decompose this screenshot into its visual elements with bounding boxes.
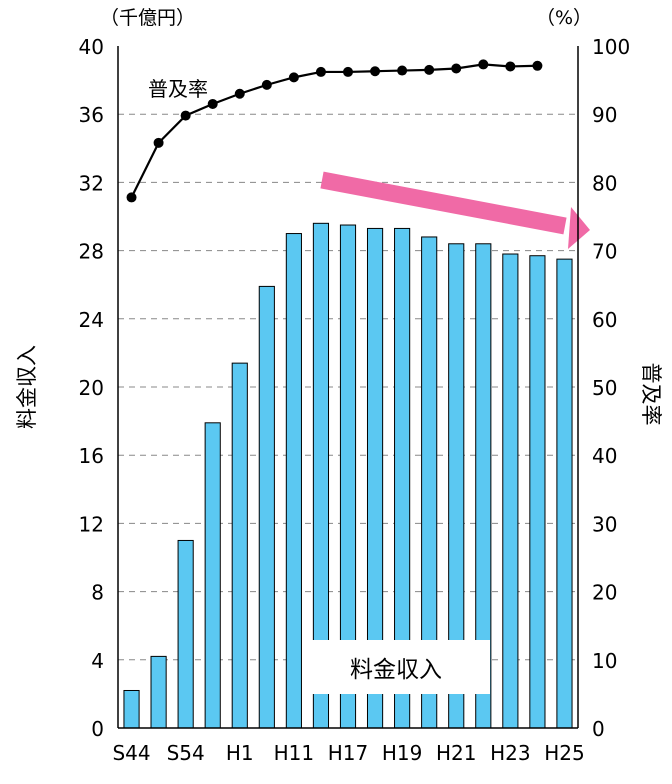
left-tick-label: 0 — [91, 717, 104, 741]
left-tick-label: 4 — [91, 649, 104, 673]
x-tick-label: H17 — [328, 741, 369, 765]
right-tick-label: 20 — [592, 581, 617, 605]
right-tick-label: 50 — [592, 376, 617, 400]
left-tick-label: 20 — [79, 376, 104, 400]
line-point — [505, 61, 516, 72]
left-unit-label: （千億円） — [100, 7, 195, 29]
line-point — [153, 137, 164, 148]
bar-legend-box: 料金収入 — [302, 640, 490, 694]
left-tick-label: 8 — [91, 581, 104, 605]
bar — [231, 362, 248, 729]
x-tick-label: S44 — [112, 741, 150, 765]
line-point — [207, 98, 218, 109]
line-point — [126, 192, 137, 203]
left-tick-label: 32 — [79, 171, 104, 195]
line-series — [126, 59, 543, 203]
x-tick-label: H25 — [544, 741, 585, 765]
right-tick-label: 60 — [592, 308, 617, 332]
right-tick-label: 10 — [592, 649, 617, 673]
bar — [177, 539, 194, 729]
line-series-label: 普及率 — [148, 77, 208, 101]
line-path — [130, 63, 538, 198]
bar-series — [123, 222, 573, 729]
line-point — [478, 59, 489, 70]
left-tick-label: 12 — [79, 512, 104, 536]
line-point — [532, 60, 543, 71]
left-tick-label: 40 — [79, 35, 104, 59]
left-tick-label: 16 — [79, 444, 104, 468]
trend-arrow — [320, 171, 590, 249]
right-tick-label: 30 — [592, 512, 617, 536]
bar — [285, 233, 302, 729]
line-point — [370, 66, 381, 77]
axes — [117, 46, 579, 729]
x-tick-label: H19 — [382, 741, 423, 765]
x-tick-label: H23 — [490, 741, 531, 765]
bar — [529, 255, 546, 729]
x-tick-label: H21 — [436, 741, 477, 765]
line-point — [397, 65, 408, 76]
left-tick-label: 28 — [79, 240, 104, 264]
bar — [204, 422, 221, 729]
line-point — [180, 110, 191, 121]
bar — [123, 689, 140, 729]
line-point — [315, 66, 326, 77]
left-tick-label: 24 — [79, 308, 104, 332]
left-axis-title: 料金収入 — [15, 345, 39, 429]
x-tick-label: S54 — [167, 741, 205, 765]
right-tick-label: 80 — [592, 171, 617, 195]
x-tick-label: H11 — [274, 741, 315, 765]
right-tick-label: 40 — [592, 444, 617, 468]
bar-series-label: 料金収入 — [350, 657, 442, 683]
line-point — [261, 79, 272, 90]
bar — [556, 258, 573, 729]
line-point — [424, 64, 435, 75]
line-point — [451, 63, 462, 74]
right-tick-label: 0 — [592, 717, 605, 741]
bar — [502, 253, 519, 729]
right-axis-title: 普及率 — [639, 363, 663, 426]
x-tick-label: H1 — [226, 741, 254, 765]
line-point — [343, 66, 353, 77]
right-tick-label: 70 — [592, 240, 617, 264]
left-tick-label: 36 — [79, 103, 104, 127]
right-tick-label: 100 — [592, 35, 630, 59]
bar — [258, 285, 275, 729]
bar — [150, 655, 167, 729]
right-tick-label: 90 — [592, 103, 617, 127]
right-unit-label: （%） — [536, 7, 592, 29]
line-point — [288, 72, 299, 83]
line-point — [234, 88, 245, 99]
tick-labels: 0 4 8 12 16 20 24 28 32 36 40 0 10 20 30 40 50 60 70 80 90 10… — [79, 35, 631, 765]
